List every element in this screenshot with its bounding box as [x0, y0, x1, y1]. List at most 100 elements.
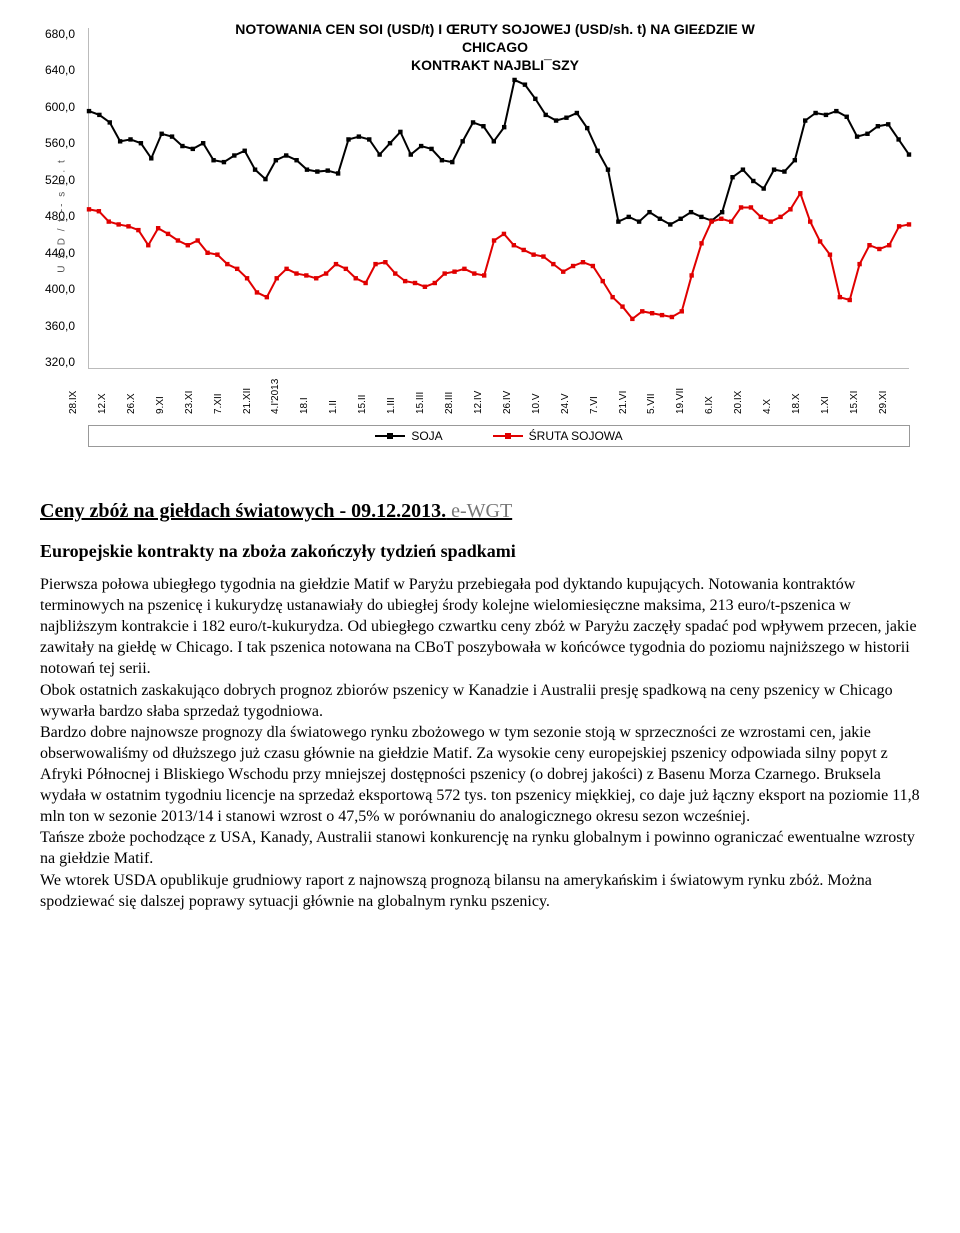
y-tick: 320,0 [45, 356, 75, 368]
series-line [89, 80, 909, 225]
series-marker [294, 271, 298, 275]
series-marker [482, 273, 486, 277]
series-marker [886, 122, 890, 126]
series-marker [788, 207, 792, 211]
series-marker [472, 271, 476, 275]
series-marker [398, 130, 402, 134]
series-marker [433, 281, 437, 285]
series-marker [492, 238, 496, 242]
series-marker [650, 311, 654, 315]
series-marker [544, 113, 548, 117]
chart-svg [89, 28, 909, 368]
series-marker [265, 295, 269, 299]
series-marker [640, 309, 644, 313]
series-marker [729, 219, 733, 223]
series-marker [808, 219, 812, 223]
series-marker [521, 248, 525, 252]
series-marker [180, 144, 184, 148]
chart-container: NOTOWANIA CEN SOI (USD/t) I ŒRUTY SOJOWE… [40, 20, 920, 450]
y-tick: 480,0 [45, 210, 75, 222]
y-tick: 600,0 [45, 101, 75, 113]
series-marker [128, 137, 132, 141]
series-marker [627, 215, 631, 219]
series-marker [136, 228, 140, 232]
series-marker [778, 215, 782, 219]
series-marker [186, 243, 190, 247]
series-marker [502, 232, 506, 236]
series-marker [877, 247, 881, 251]
series-marker [876, 124, 880, 128]
series-marker [660, 313, 664, 317]
series-marker [585, 126, 589, 130]
series-marker [314, 276, 318, 280]
series-marker [591, 264, 595, 268]
series-marker [176, 238, 180, 242]
series-marker [170, 134, 174, 138]
series-marker [195, 238, 199, 242]
series-marker [107, 219, 111, 223]
series-marker [719, 217, 723, 221]
legend-item-soja: SOJA [375, 429, 442, 443]
series-marker [828, 252, 832, 256]
series-marker [450, 160, 454, 164]
series-marker [551, 262, 555, 266]
series-marker [768, 219, 772, 223]
series-marker [680, 309, 684, 313]
article-title-suffix: e-WGT [446, 500, 512, 522]
series-marker [324, 271, 328, 275]
series-marker [678, 217, 682, 221]
series-marker [139, 141, 143, 145]
series-marker [865, 132, 869, 136]
series-marker [541, 254, 545, 258]
legend-swatch-black [375, 435, 405, 437]
legend-swatch-red [493, 435, 523, 437]
series-marker [253, 167, 257, 171]
series-marker [730, 175, 734, 179]
y-tick: 400,0 [45, 283, 75, 295]
series-marker [620, 304, 624, 308]
series-marker [689, 210, 693, 214]
series-marker [452, 269, 456, 273]
series-marker [720, 210, 724, 214]
y-tick-labels: 320,0360,0400,0440,0480,0520,0560,0600,0… [45, 28, 75, 368]
series-marker [699, 241, 703, 245]
series-marker [502, 125, 506, 129]
series-marker [564, 116, 568, 120]
y-tick: 520,0 [45, 174, 75, 186]
series-marker [284, 267, 288, 271]
series-marker [255, 290, 259, 294]
series-marker [354, 276, 358, 280]
series-marker [462, 267, 466, 271]
series-marker [531, 252, 535, 256]
series-marker [159, 132, 163, 136]
series-marker [907, 222, 911, 226]
series-marker [689, 273, 693, 277]
series-marker [97, 209, 101, 213]
series-marker [761, 186, 765, 190]
x-tick-labels: 28.IX12.X26.X9.XI23.XI7.XII21.XII4.I'201… [88, 370, 908, 420]
series-marker [818, 239, 822, 243]
series-marker [215, 252, 219, 256]
series-marker [637, 219, 641, 223]
series-marker [887, 243, 891, 247]
series-marker [294, 158, 298, 162]
series-marker [205, 251, 209, 255]
series-marker [263, 177, 267, 181]
series-marker [245, 276, 249, 280]
series-marker [146, 243, 150, 247]
series-marker [512, 243, 516, 247]
series-marker [118, 139, 122, 143]
series-marker [363, 281, 367, 285]
series-marker [803, 118, 807, 122]
series-marker [571, 264, 575, 268]
series-marker [315, 169, 319, 173]
series-marker [222, 160, 226, 164]
series-marker [304, 273, 308, 277]
series-marker [87, 207, 91, 211]
series-marker [116, 222, 120, 226]
y-tick: 680,0 [45, 28, 75, 40]
series-marker [225, 262, 229, 266]
series-marker [606, 167, 610, 171]
series-marker [393, 271, 397, 275]
series-marker [357, 134, 361, 138]
